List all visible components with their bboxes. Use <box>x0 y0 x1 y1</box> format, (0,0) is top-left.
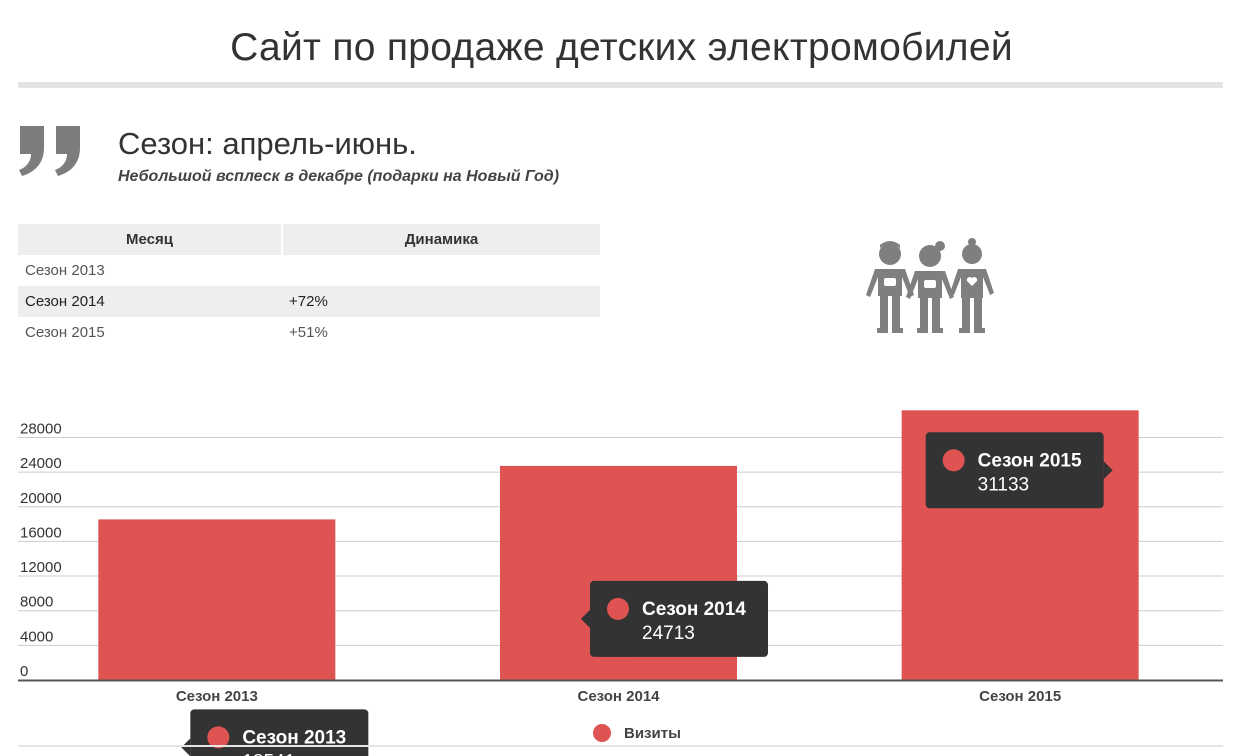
quote-marks-icon <box>19 126 80 176</box>
table-cell-month: Сезон 2014 <box>18 286 282 317</box>
tooltip-arrow <box>1103 461 1113 480</box>
tooltip-box <box>590 580 768 657</box>
tooltip-1: Сезон 2013 18541 <box>181 709 369 756</box>
tooltip-value: 24713 <box>642 623 695 644</box>
children-icon <box>866 238 994 333</box>
table-cell-dynamics: +72% <box>282 286 600 317</box>
y-tick-label: 20000 <box>20 490 62 507</box>
x-tick-label: Сезон 2014 <box>577 688 660 705</box>
title-divider <box>18 82 1223 88</box>
tooltip-marker <box>207 726 230 749</box>
table-row: Сезон 2013 <box>18 255 600 286</box>
x-tick-label: Сезон 2015 <box>979 688 1061 705</box>
legend-label: Визиты <box>624 725 681 742</box>
table-header-row: Месяц Динамика <box>18 224 600 255</box>
tooltip-label: Сезон 2013 <box>242 727 346 748</box>
y-tick-label: 4000 <box>20 628 53 645</box>
table-cell-dynamics <box>282 255 600 286</box>
x-tick-label: Сезон 2013 <box>176 688 258 705</box>
visits-chart: 0 4000 8000 12000 16000 20000 24000 28000 Сезон… <box>0 395 1243 756</box>
tooltip-box <box>925 432 1104 509</box>
tooltip-arrow <box>181 738 191 756</box>
season-subheading: Небольшой всплеск в декабре (подарки на … <box>118 168 560 185</box>
tooltip-marker <box>942 449 965 472</box>
tooltip-marker <box>607 597 629 620</box>
dynamics-table: Месяц Динамика Сезон 2013 Сезон 2014 +72… <box>18 224 600 348</box>
tooltip-box <box>190 709 369 756</box>
tooltip-value: 18541 <box>242 751 295 756</box>
column-header-month: Месяц <box>18 224 283 255</box>
tooltip-arrow <box>581 609 590 628</box>
legend-item[interactable]: Визиты <box>593 724 681 742</box>
bar-1[interactable] <box>98 519 336 680</box>
legend-marker <box>593 724 611 742</box>
table-cell-month: Сезон 2015 <box>25 324 105 341</box>
table-cell-dynamics: +51% <box>289 324 328 341</box>
y-tick-label: 8000 <box>20 594 53 611</box>
table-cell-month: Сезон 2013 <box>25 262 105 279</box>
table-row: Сезон 2014 +72% <box>18 286 600 317</box>
y-tick-label: 16000 <box>20 524 62 541</box>
y-tick-label: 12000 <box>20 559 62 576</box>
page-title: Сайт по продаже детских электромобилей <box>230 26 1013 69</box>
y-tick-label: 24000 <box>20 455 62 472</box>
tooltip-3: Сезон 2015 31133 <box>925 432 1113 509</box>
season-heading: Сезон: апрель-июнь. <box>118 126 417 161</box>
tooltip-value: 31133 <box>978 474 1029 495</box>
y-tick-label: 0 <box>20 663 28 680</box>
table-row: Сезон 2015 +51% <box>18 317 600 348</box>
visits-chart-svg: 0 4000 8000 12000 16000 20000 24000 28000 Сезон… <box>18 410 1223 756</box>
tooltip-label: Сезон 2015 <box>978 450 1082 471</box>
tooltip-label: Сезон 2014 <box>642 599 746 620</box>
column-header-dynamics: Динамика <box>282 224 600 255</box>
y-tick-label: 28000 <box>20 420 62 437</box>
tooltip-2: Сезон 2014 24713 <box>581 580 768 657</box>
